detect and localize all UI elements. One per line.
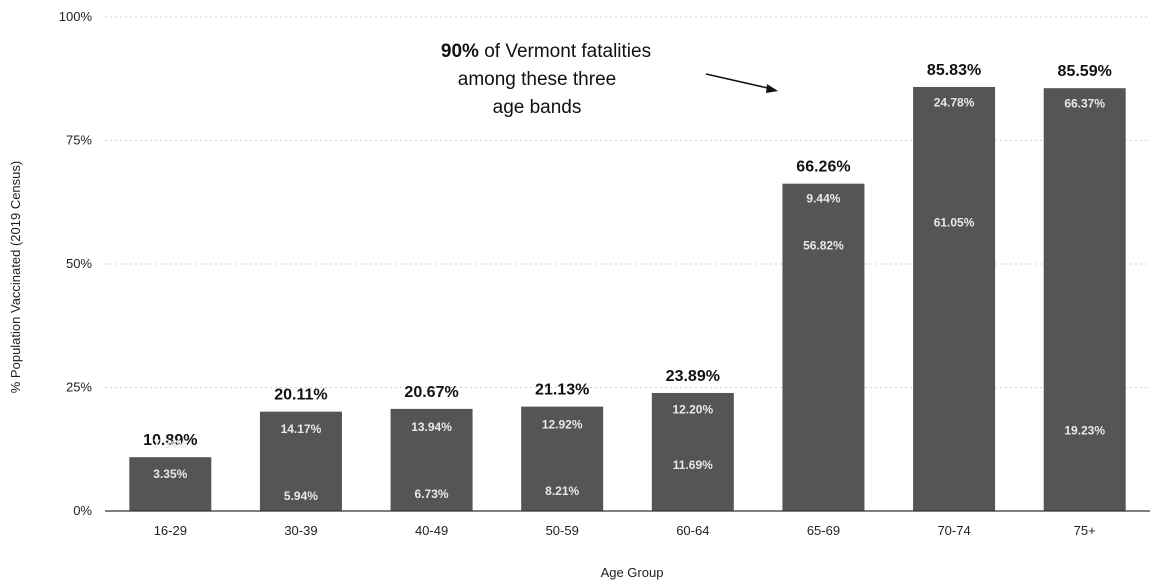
bar [651, 392, 734, 511]
bar-segment-label: 12.92% [542, 418, 583, 432]
bar-segment-label: 6.73% [415, 487, 449, 501]
bar [1043, 88, 1126, 512]
x-tick-label: 65-69 [807, 523, 840, 538]
bar-segment-label: 9.44% [806, 191, 840, 205]
bar-segment-label: 5.94% [284, 489, 318, 503]
bar-total-label: 20.11% [274, 387, 327, 404]
bar-segment-label: 7.54% [153, 437, 187, 451]
y-axis-ticks: 0% 25% 50% 75% 100% [59, 9, 93, 518]
x-tick-label: 70-74 [937, 523, 970, 538]
bar-segment-label: 66.37% [1064, 96, 1105, 110]
annotation: 90% of Vermont fatalities among these th… [441, 41, 778, 118]
bar-total-label: 85.83% [927, 62, 981, 79]
bar [259, 411, 342, 511]
annotation-arrow [705, 73, 773, 90]
annotation-line-1: of Vermont fatalities [479, 41, 651, 62]
x-tick-label: 75+ [1074, 523, 1096, 538]
x-axis-ticks: 16-29 30-39 40-49 50-59 60-64 65-69 70-74 75+ [154, 523, 1096, 538]
y-tick-label: 75% [66, 133, 92, 148]
bar-total-label: 21.13% [535, 382, 589, 399]
bar-segment-label: 14.17% [281, 422, 322, 436]
bar-total-label: 20.67% [404, 384, 458, 401]
x-axis-title: Age Group [601, 565, 664, 580]
x-tick-label: 40-49 [415, 523, 448, 538]
svg-text:90% of Vermont fatalities: 90% of Vermont fatalities [441, 41, 651, 62]
bar-total-label: 23.89% [666, 368, 720, 385]
bars: 10.89%7.54% 3.35% 20.11% 14.17% 5.94% 20.67% 1… [129, 62, 1126, 512]
bar-segment-label: 61.05% [934, 216, 975, 230]
annotation-line-3: age bands [493, 97, 582, 118]
bar-segment-label: 56.82% [803, 239, 844, 253]
x-tick-label: 50-59 [546, 523, 579, 538]
bar-segment-label: 13.94% [411, 420, 452, 434]
bar [521, 406, 604, 511]
x-tick-label: 30-39 [284, 523, 317, 538]
bar [913, 86, 996, 511]
bar-total-label: 66.26% [796, 159, 850, 176]
annotation-bold: 90% [441, 41, 479, 62]
bar-segment-label: 24.78% [934, 95, 975, 109]
bar-segment-label: 8.21% [545, 484, 579, 498]
y-tick-label: 50% [66, 256, 92, 271]
bar-segment-label: 19.23% [1064, 423, 1105, 437]
bar [390, 408, 473, 511]
annotation-arrowhead [766, 84, 778, 93]
x-tick-label: 16-29 [154, 523, 187, 538]
y-axis-title: % Population Vaccinated (2019 Census) [8, 161, 23, 393]
bar-total-label: 85.59% [1058, 63, 1112, 80]
bar-segment-label: 11.69% [673, 458, 713, 472]
bar-segment-label: 3.35% [153, 467, 187, 481]
y-tick-label: 0% [73, 503, 92, 518]
bar [129, 457, 212, 511]
bar-total-label: 10.89% [143, 432, 197, 449]
annotation-line-2: among these three [458, 69, 616, 90]
bar [782, 183, 865, 511]
y-tick-label: 25% [66, 380, 92, 395]
x-tick-label: 60-64 [676, 523, 709, 538]
bar-segment-label: 12.20% [672, 403, 713, 417]
y-tick-label: 100% [59, 9, 93, 24]
